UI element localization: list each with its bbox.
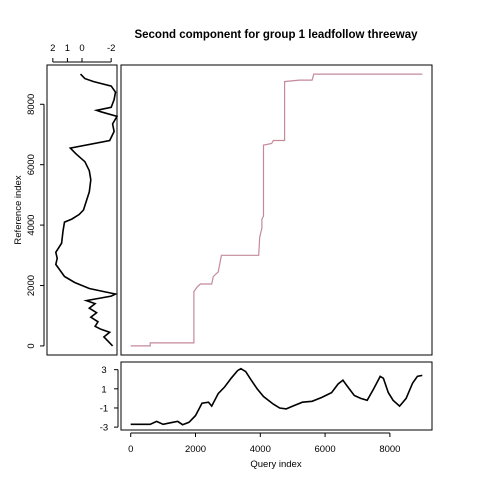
reference-y-tick-label: 0 (26, 343, 37, 348)
alignment-path-line (130, 73, 423, 347)
reference-x-tick-label: 0 (79, 43, 84, 54)
reference-y-tick-label: 4000 (26, 215, 37, 236)
alignment-panel-frame (120, 64, 433, 356)
query-x-tick-label: 6000 (315, 444, 336, 455)
query-panel: 0 2000 4000 6000 8000 3 1 -1 -3 Query index (100, 361, 433, 470)
reference-y-tick-label: 8000 (26, 94, 37, 115)
chart-title: Second component for group 1 leadfollow … (134, 29, 418, 41)
query-series-line (130, 367, 423, 426)
reference-x-tick-label: 2 (50, 43, 55, 54)
reference-y-axis: 0 2000 4000 6000 8000 (26, 94, 45, 349)
query-x-tick-label: 0 (128, 444, 133, 455)
query-x-axis: 0 2000 4000 6000 8000 (128, 432, 400, 455)
query-x-axis-label: Query index (250, 459, 301, 470)
query-y-tick-label: -3 (100, 423, 108, 434)
reference-series-line (54, 73, 119, 347)
query-x-tick-label: 4000 (250, 444, 271, 455)
reference-y-axis-label: Reference index (13, 175, 24, 244)
query-y-tick-label: 3 (101, 365, 106, 376)
query-x-tick-label: 2000 (185, 444, 206, 455)
query-y-axis: 3 1 -1 -3 (100, 365, 119, 434)
query-y-tick-label: -1 (100, 403, 108, 414)
reference-x-tick-label: 1 (65, 43, 70, 54)
query-panel-frame (120, 361, 433, 431)
reference-x-axis: 2 1 0 -2 (50, 43, 115, 63)
reference-y-tick-label: 2000 (26, 275, 37, 296)
reference-y-tick-label: 6000 (26, 154, 37, 175)
query-y-tick-label: 1 (101, 384, 106, 395)
reference-panel-frame (46, 64, 118, 356)
reference-x-tick-label: -2 (107, 43, 115, 54)
alignment-panel (120, 64, 433, 356)
query-x-tick-label: 8000 (379, 444, 400, 455)
